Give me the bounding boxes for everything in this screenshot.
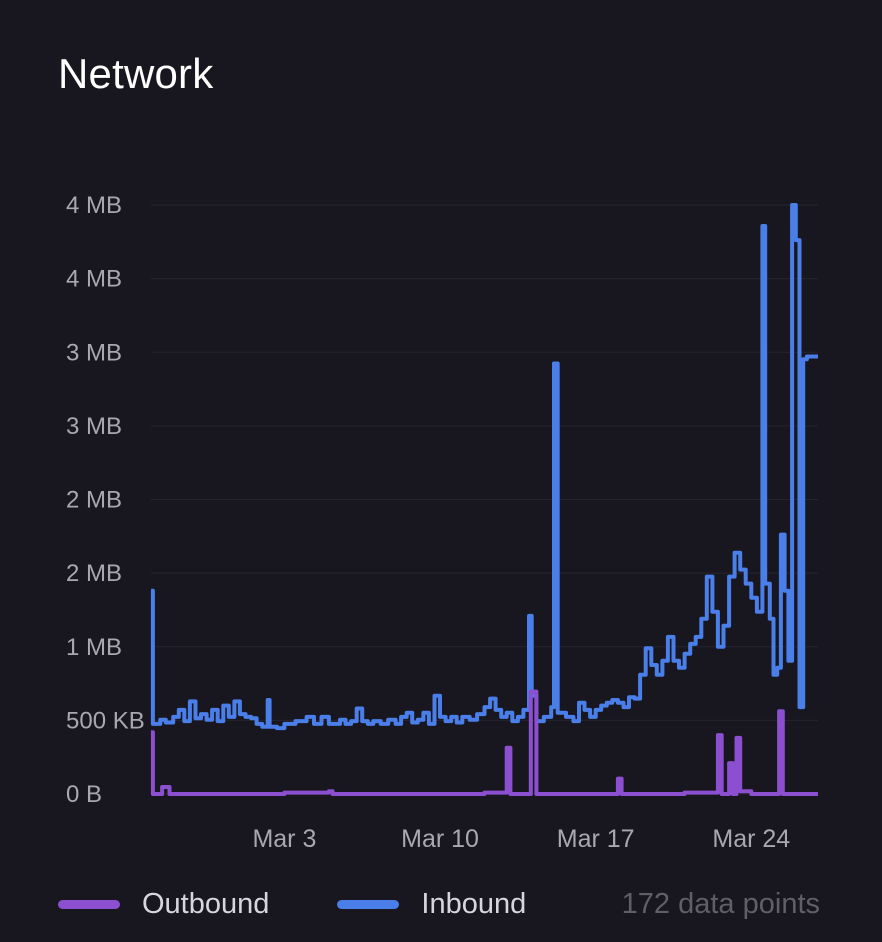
legend: Outbound Inbound 172 data points bbox=[58, 884, 820, 924]
y-tick-label: 3 MB bbox=[66, 413, 122, 440]
x-tick-label: Mar 24 bbox=[712, 825, 790, 853]
data-points-count: 172 data points bbox=[621, 887, 820, 920]
legend-label-outbound: Outbound bbox=[142, 887, 270, 920]
x-tick-label: Mar 17 bbox=[557, 825, 635, 853]
y-tick-label: 1 MB bbox=[66, 634, 122, 661]
network-chart: 0 B 500 KB 1 MB 2 MB 2 MB 3 MB 3 MB 4 MB 4 MB Mar… bbox=[66, 192, 818, 853]
legend-item-outbound[interactable]: Outbound bbox=[58, 888, 269, 921]
x-tick-label: Mar 10 bbox=[401, 825, 479, 853]
legend-label-inbound: Inbound bbox=[421, 887, 527, 920]
y-tick-label: 3 MB bbox=[66, 339, 122, 366]
y-tick-label: 4 MB bbox=[66, 266, 122, 293]
outbound-swatch bbox=[58, 899, 120, 909]
y-tick-label: 4 MB bbox=[66, 192, 122, 219]
inbound-series-line bbox=[150, 203, 818, 731]
x-tick-label: Mar 3 bbox=[252, 825, 316, 853]
y-tick-label: 2 MB bbox=[66, 560, 122, 587]
outbound-series-line bbox=[150, 689, 818, 796]
y-tick-label: 0 B bbox=[66, 781, 102, 808]
page-title: Network bbox=[58, 50, 214, 97]
legend-item-inbound[interactable]: Inbound bbox=[337, 888, 526, 921]
y-tick-label: 500 KB bbox=[66, 707, 145, 734]
y-tick-label: 2 MB bbox=[66, 487, 122, 514]
inbound-swatch bbox=[337, 899, 400, 909]
